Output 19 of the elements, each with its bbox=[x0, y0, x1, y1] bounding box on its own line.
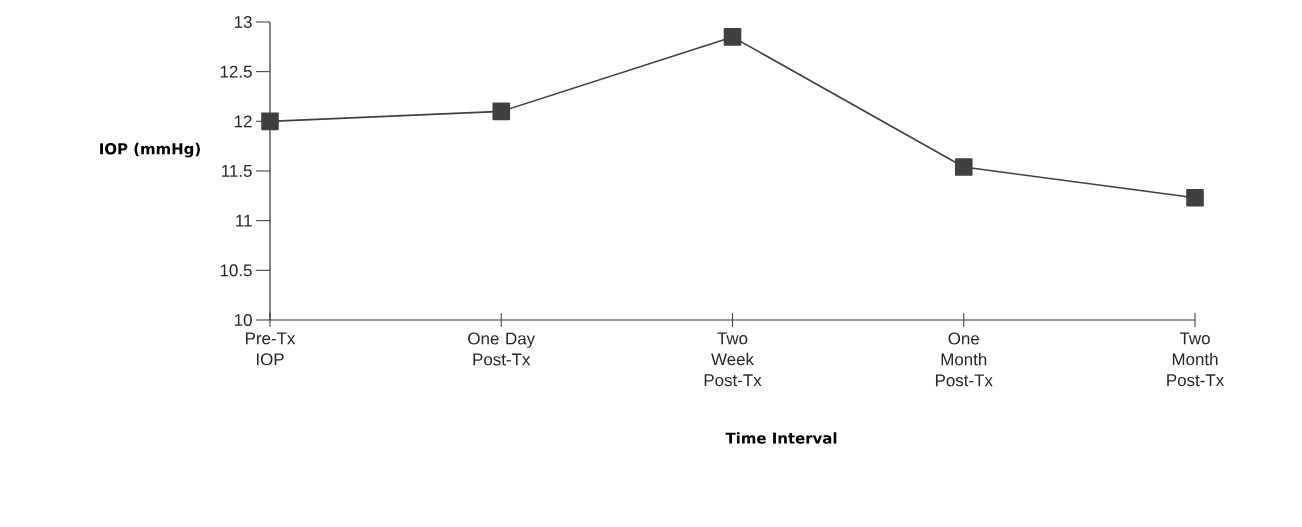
y-tick-label: 10.5 bbox=[220, 264, 252, 277]
x-tick-label: One Day Post-Tx bbox=[468, 332, 536, 366]
point bbox=[261, 112, 279, 131]
point bbox=[492, 102, 511, 121]
x-tick-label: Two Month Post-Tx bbox=[1167, 332, 1224, 387]
y-axis-title: IOP (mmHg) bbox=[100, 142, 200, 158]
point bbox=[1186, 189, 1204, 207]
y-tick-label: 10 bbox=[234, 314, 252, 326]
point bbox=[954, 158, 973, 176]
x-tick-label: One Month Post-Tx bbox=[935, 332, 993, 387]
x-axis-title: Time Interval bbox=[725, 432, 837, 444]
point bbox=[723, 28, 742, 46]
x-tick-label: Pre-Tx IOP bbox=[245, 332, 296, 366]
y-tick-label: 12.5 bbox=[220, 65, 252, 78]
y-tick-label: 13 bbox=[234, 16, 252, 28]
y-tick-label: 12 bbox=[234, 115, 252, 128]
x-tick-label: Two Week Post-Tx bbox=[704, 332, 762, 387]
y-tick-label: 11.5 bbox=[222, 165, 252, 177]
y-tick-label: 11 bbox=[236, 214, 252, 227]
